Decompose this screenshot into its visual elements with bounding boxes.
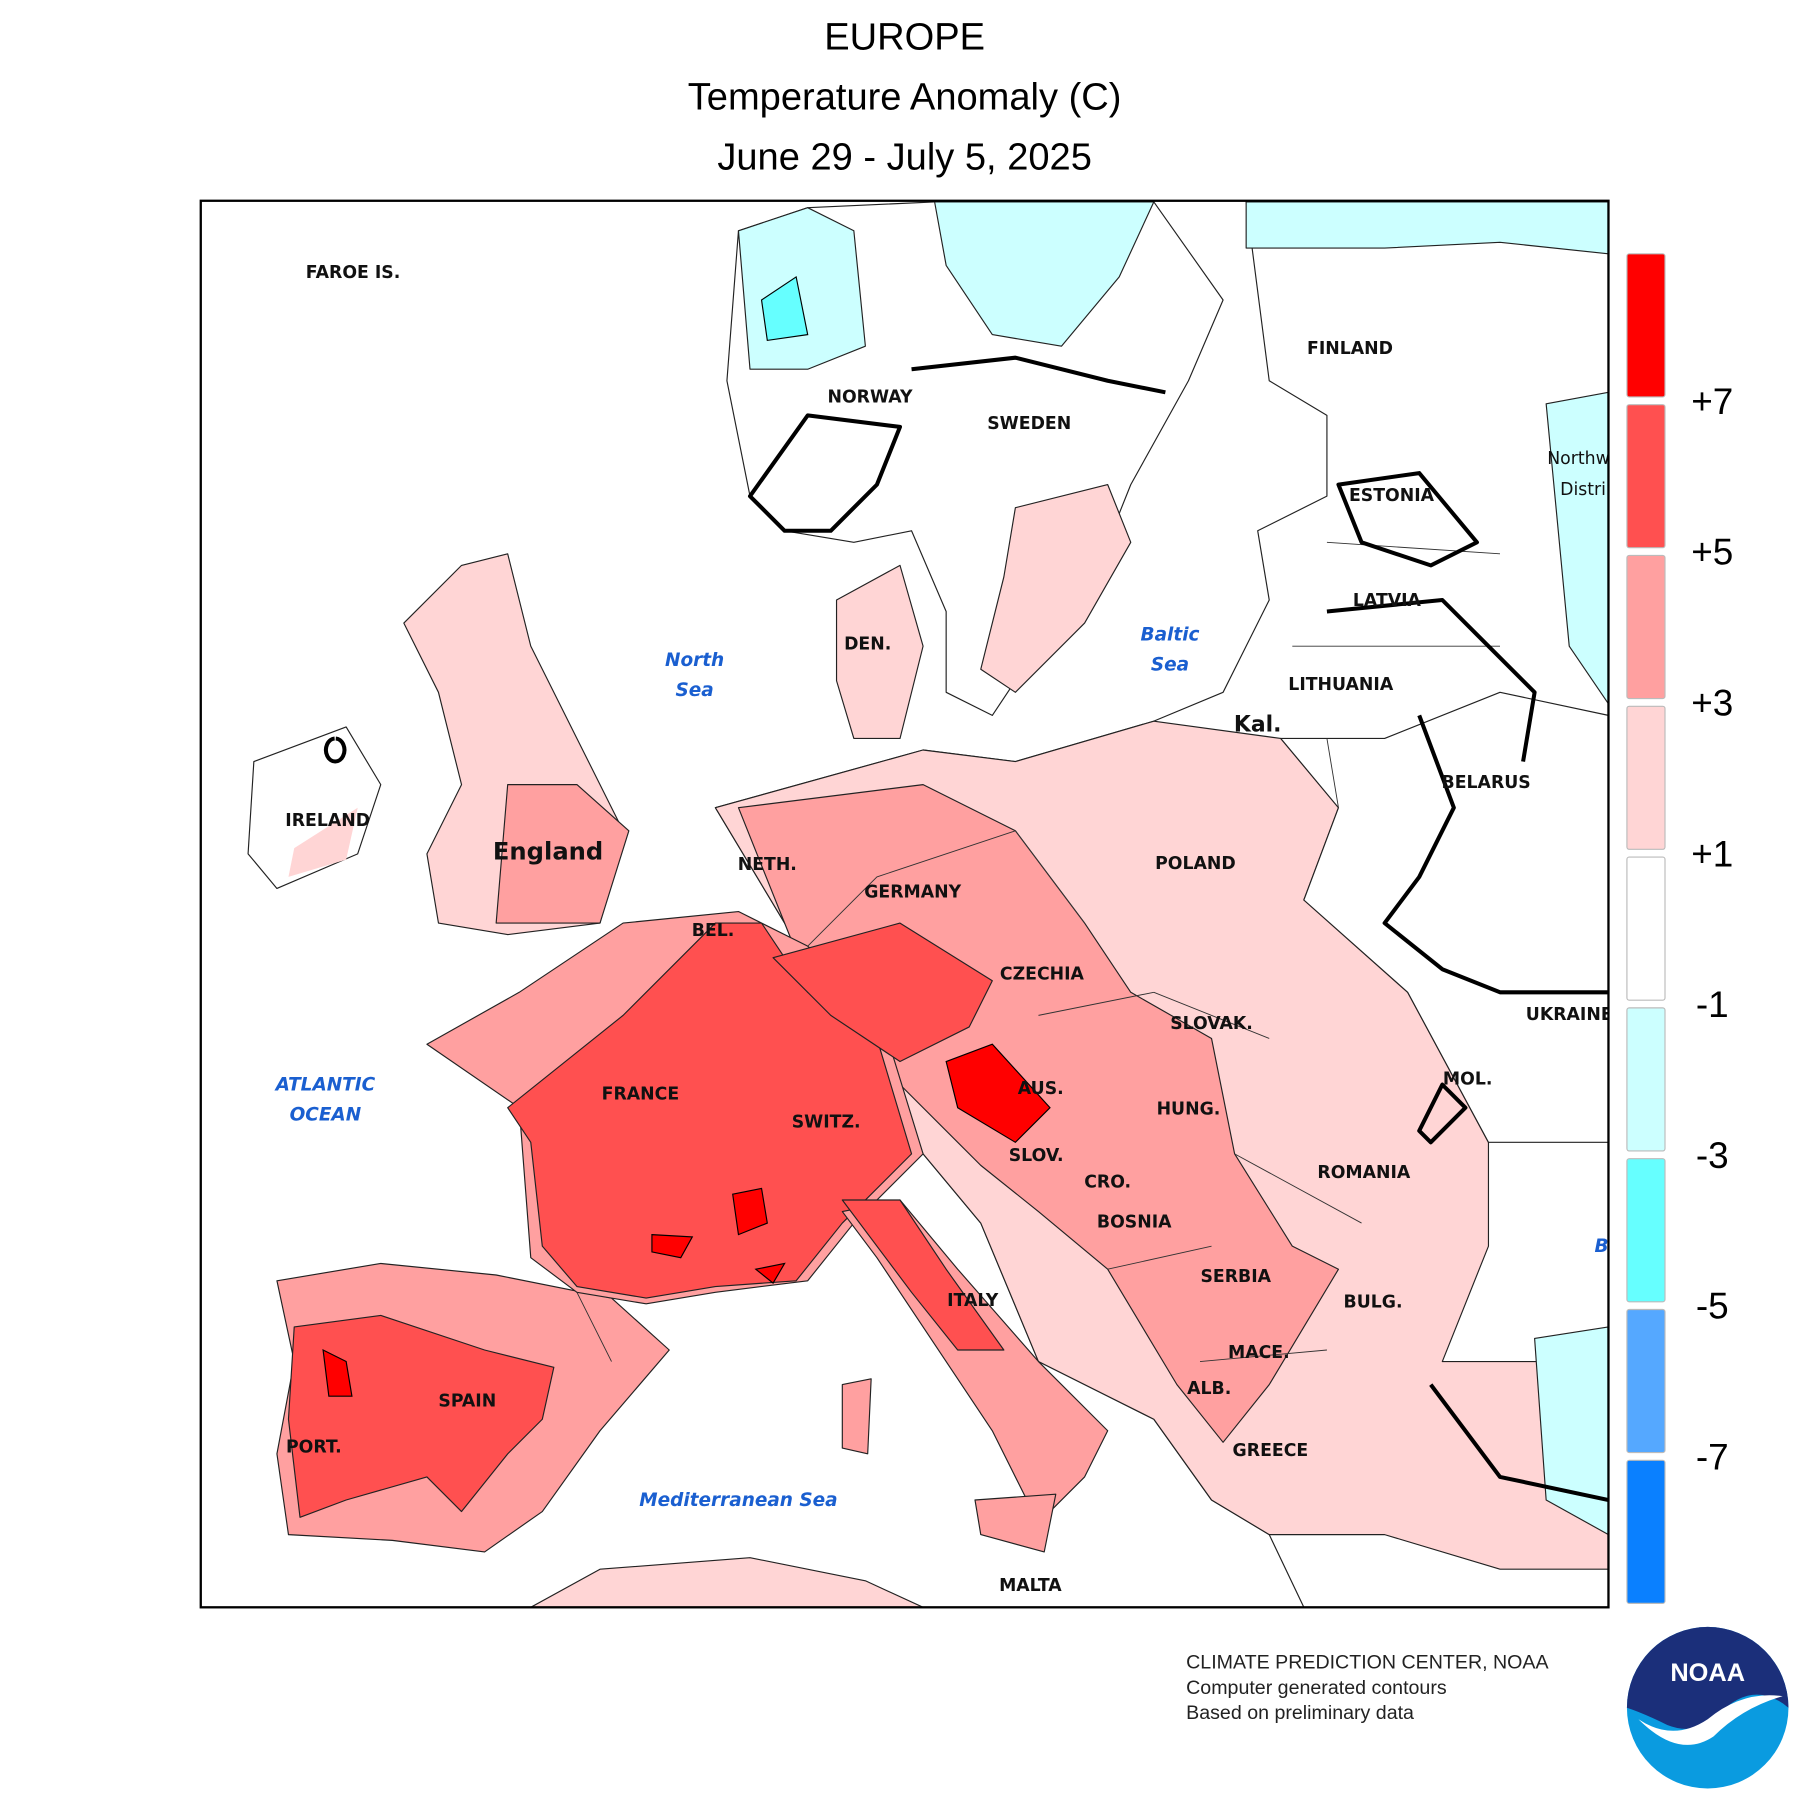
water-label: ATLANTIC (274, 1074, 376, 1095)
country-label: BOSNIA (1097, 1213, 1172, 1233)
logo-text: NOAA (1670, 1659, 1745, 1687)
country-label: GERMANY (864, 883, 961, 903)
legend-swatch (1626, 404, 1666, 549)
country-label: SLOVAK. (1170, 1014, 1253, 1034)
legend-swatch (1626, 856, 1666, 1001)
country-label: ITALY (947, 1291, 999, 1311)
water-label: Sea (675, 680, 713, 701)
country-label: DEN. (844, 635, 891, 655)
legend-swatch (1626, 1459, 1666, 1604)
country-label: SPAIN (438, 1392, 496, 1412)
country-label: MACE. (1228, 1343, 1290, 1363)
legend: +7 +5 +3 +1 -1 -3 -5 -7 (1626, 253, 1733, 1604)
country-label: LATVIA (1353, 591, 1422, 611)
period: June 29 - July 5, 2025 (717, 137, 1092, 179)
denmark (835, 564, 924, 740)
map-frame (199, 199, 1610, 1609)
legend-label: -1 (1696, 984, 1729, 1025)
legend-label: -7 (1696, 1437, 1729, 1478)
legend-swatch (1626, 1308, 1666, 1454)
credit: Computer generated contours (1186, 1677, 1447, 1699)
anomaly-3-5 (495, 784, 630, 924)
country-label: LITHUANIA (1288, 675, 1394, 695)
country-label: FINLAND (1307, 339, 1393, 359)
anomaly-minus-1-3 (737, 201, 1609, 1536)
water-label: Sea (1151, 654, 1189, 675)
country-label: UKRAINE (1526, 1005, 1613, 1025)
country-label: PORT. (286, 1438, 342, 1458)
country-label: BULG. (1344, 1292, 1403, 1312)
country-label: SWEDEN (987, 414, 1071, 434)
legend-swatch (1626, 705, 1666, 850)
country-label: AUS. (1018, 1079, 1064, 1099)
water-label: Mediterranean Sea (639, 1490, 837, 1511)
country-label: SERBIA (1200, 1267, 1271, 1287)
legend-label: +1 (1691, 833, 1733, 874)
anomaly-7 (651, 1043, 1051, 1284)
country-label: ROMANIA (1317, 1163, 1411, 1183)
noaa-logo: NOAA (1626, 1626, 1789, 1789)
credit: CLIMATE PREDICTION CENTER, NOAA (1186, 1651, 1549, 1673)
country-label: NORWAY (827, 388, 913, 408)
country-label: GREECE (1233, 1441, 1309, 1461)
islands (841, 1378, 1057, 1553)
map: FAROE IS. NORWAY SWEDEN FINLAND ESTONIA … (200, 200, 1613, 1608)
country-label: BEL. (692, 921, 735, 941)
country-label: FRANCE (602, 1085, 680, 1105)
water-label: Baltic (1141, 624, 1200, 645)
country-label: NETH. (738, 855, 797, 875)
legend-swatch (1626, 554, 1666, 700)
country-label: BELARUS (1442, 773, 1531, 793)
water-label: B (1594, 1236, 1608, 1257)
anomaly-5-7 (287, 1314, 555, 1518)
country-label: Kal. (1234, 713, 1282, 738)
anomaly-neutral (1280, 691, 1609, 1143)
country-label: SLOV. (1009, 1146, 1064, 1166)
legend-swatch (1626, 1158, 1666, 1303)
sweden-warm (980, 484, 1132, 693)
legend-label: +7 (1691, 381, 1733, 422)
country-label: POLAND (1155, 854, 1236, 874)
country-label: HUNG. (1157, 1100, 1221, 1120)
country-label: SWITZ. (792, 1112, 861, 1132)
water-label: OCEAN (290, 1104, 362, 1125)
subtitle: Temperature Anomaly (C) (688, 77, 1122, 119)
anomaly-5-7 (841, 1199, 1005, 1351)
anomaly-1-3 (288, 807, 358, 877)
legend-label: -5 (1696, 1286, 1729, 1327)
north-africa (380, 1557, 924, 1608)
country-label: England (493, 838, 603, 866)
credit: Based on preliminary data (1186, 1702, 1414, 1724)
anomaly-5-7 (507, 922, 913, 1299)
country-label: IRELAND (285, 811, 370, 831)
legend-swatch (1626, 253, 1666, 398)
country-label: CRO. (1084, 1172, 1131, 1192)
anomaly-7 (322, 1349, 353, 1397)
country-label: FAROE IS. (306, 263, 401, 283)
legend-label: -3 (1696, 1135, 1729, 1176)
region-label: Northw (1547, 449, 1610, 469)
country-label: MALTA (999, 1576, 1062, 1596)
anomaly-5-7 (772, 922, 993, 1063)
anomaly-minus-3-5 (760, 275, 809, 342)
title: EUROPE (824, 17, 985, 59)
legend-label: +5 (1691, 532, 1733, 573)
borders (576, 541, 1501, 1362)
legend-label: +3 (1691, 682, 1733, 723)
country-label: CZECHIA (1000, 965, 1085, 985)
zero-contour (323, 355, 1609, 1502)
country-label: ALB. (1187, 1379, 1231, 1399)
water-label: North (665, 650, 724, 671)
region-label: Distri (1560, 480, 1606, 500)
country-label: ESTONIA (1349, 486, 1435, 506)
legend-swatch (1626, 1007, 1666, 1152)
country-label: MOL. (1443, 1070, 1493, 1090)
